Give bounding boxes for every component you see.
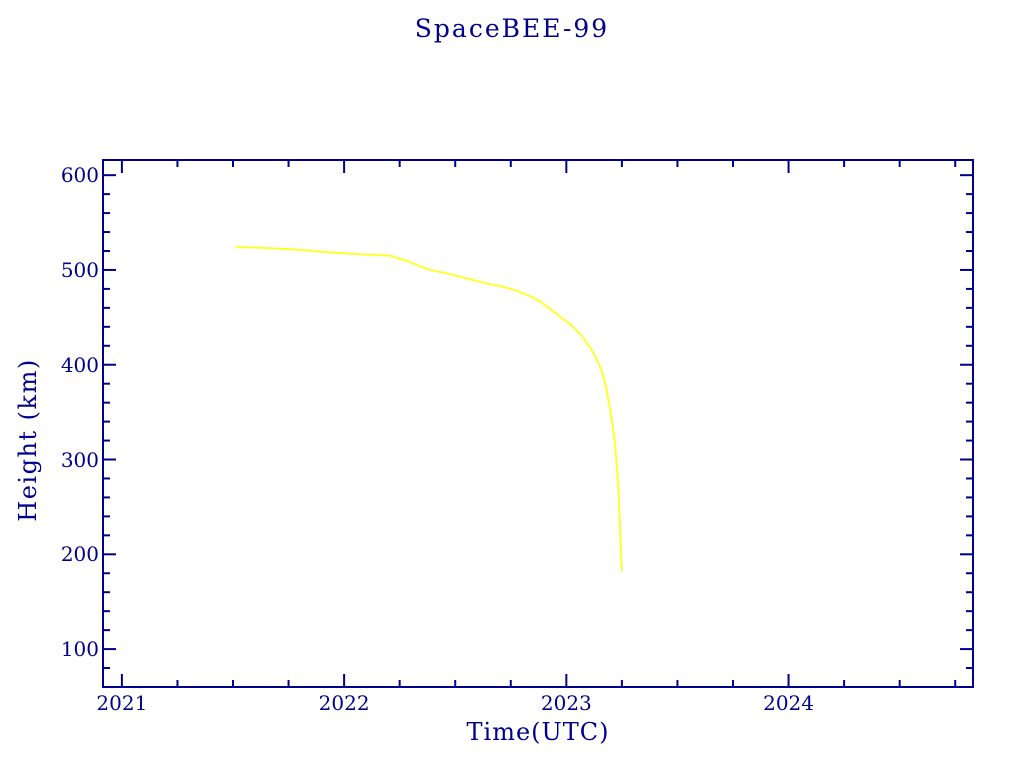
- y-tick-label: 300: [60, 447, 99, 472]
- y-tick-label: 400: [60, 352, 99, 377]
- y-tick-label: 200: [60, 542, 99, 567]
- y-tick-label: 500: [60, 257, 99, 282]
- x-tick-label: 2022: [318, 691, 370, 715]
- x-tick-label: 2021: [96, 691, 148, 715]
- decay-curve: [235, 245, 623, 572]
- y-tick-label: 600: [60, 163, 99, 188]
- plot-frame: [102, 159, 974, 688]
- x-tick-label: 2023: [540, 691, 592, 715]
- y-tick-label: 100: [60, 637, 99, 662]
- chart-title: SpaceBEE-99: [414, 14, 610, 43]
- x-tick-label: 2024: [763, 691, 814, 715]
- x-axis-title: Time(UTC): [466, 718, 610, 746]
